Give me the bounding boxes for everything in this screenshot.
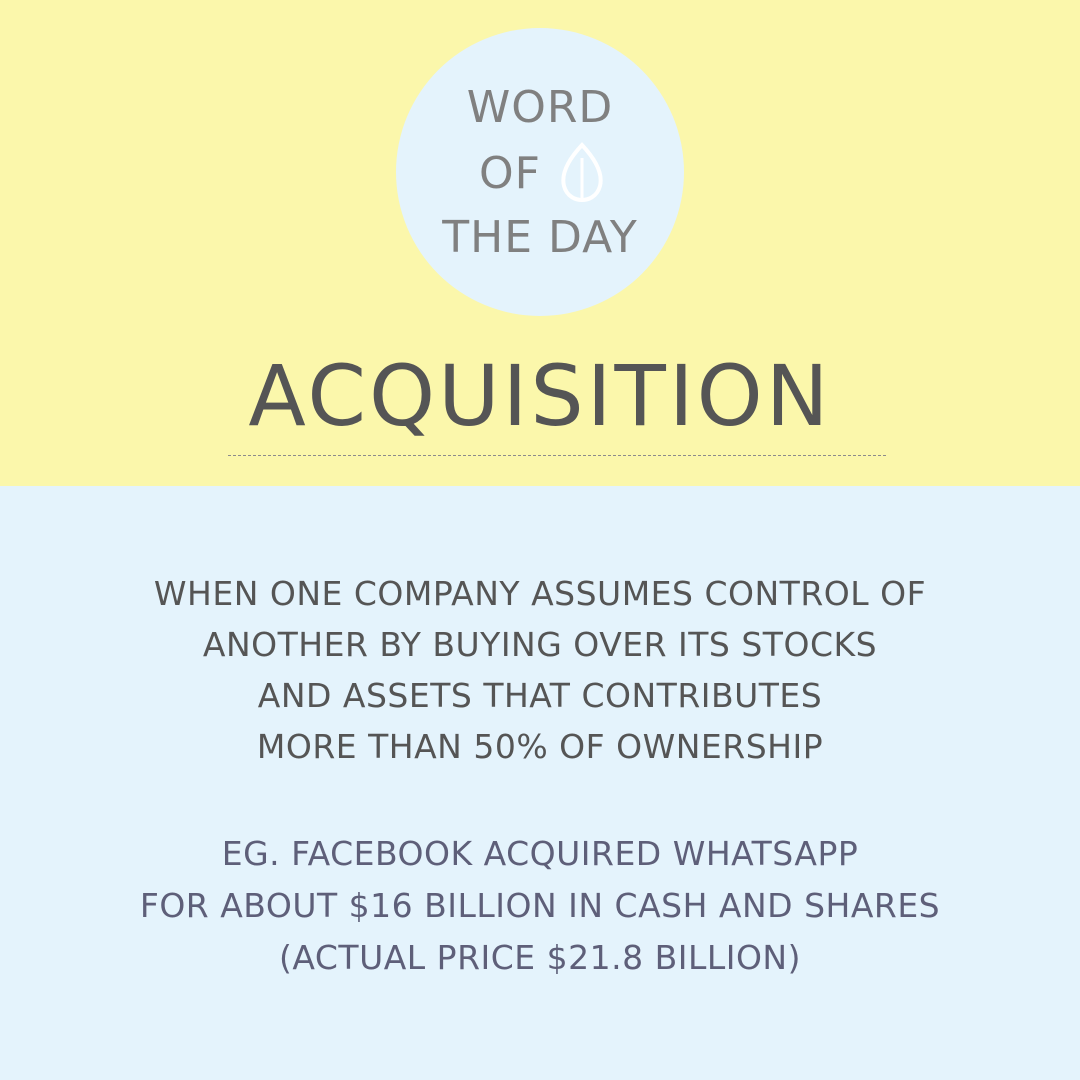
page-title: ACQUISITION (248, 347, 832, 445)
definition-line: WHEN ONE COMPANY ASSUMES CONTROL OF (153, 574, 927, 613)
definition-line: AND ASSETS THAT CONTRIBUTES (257, 676, 823, 715)
example-text: EG. FACEBOOK ACQUIRED WHATSAPP FOR ABOUT… (0, 828, 1080, 984)
badge-of-label: OF (479, 148, 541, 199)
definition-text: WHEN ONE COMPANY ASSUMES CONTROL OF ANOT… (0, 568, 1080, 772)
definition-line: ANOTHER BY BUYING OVER ITS STOCKS (202, 625, 878, 664)
definition-line: MORE THAN 50% OF OWNERSHIP (256, 727, 824, 766)
example-line: FOR ABOUT $16 BILLION IN CASH AND SHARES (139, 886, 941, 925)
badge-word-label: WORD (466, 82, 614, 133)
badge-the-day-label: THE DAY (442, 212, 638, 263)
example-line: EG. FACEBOOK ACQUIRED WHATSAPP (221, 834, 859, 873)
example-line: (ACTUAL PRICE $21.8 BILLION) (279, 938, 801, 977)
bottom-panel (0, 486, 1080, 1080)
leaf-icon (558, 142, 606, 204)
word-of-the-day-badge: WORD OF THE DAY (396, 28, 684, 316)
dashed-divider (228, 455, 886, 456)
